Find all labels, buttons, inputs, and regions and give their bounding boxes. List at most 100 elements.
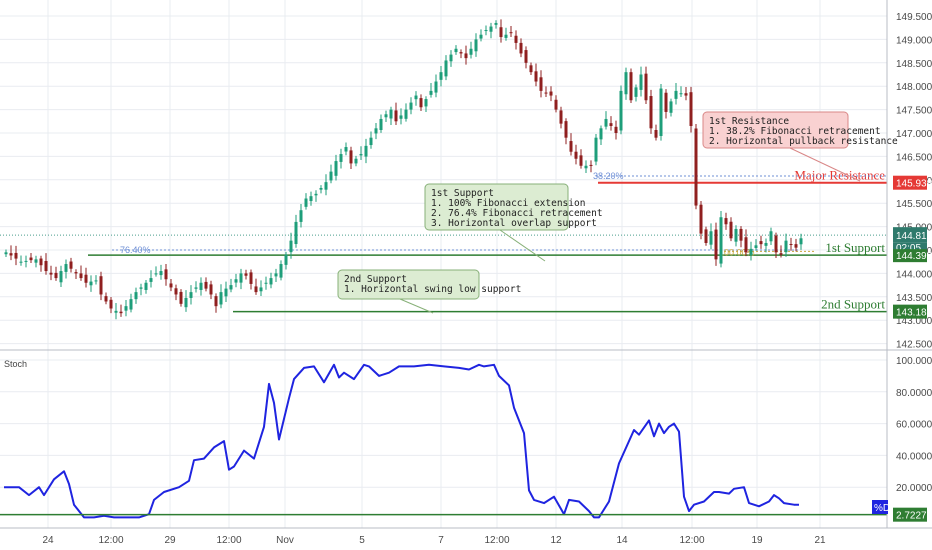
candle-body bbox=[354, 158, 358, 164]
stoch-tick: 80.0000 bbox=[896, 388, 932, 399]
support2-badge: 143.183 bbox=[893, 304, 932, 319]
candle-body bbox=[474, 39, 478, 52]
price-tick: 143.000 bbox=[896, 316, 932, 327]
support1-note-line: 1st Support bbox=[431, 188, 494, 199]
candle-body bbox=[389, 109, 393, 119]
candle-body bbox=[369, 137, 373, 146]
candle-body bbox=[454, 48, 458, 53]
resistance-badge-bg bbox=[893, 175, 927, 190]
candle-body bbox=[564, 121, 568, 138]
candle-body bbox=[784, 240, 788, 253]
support2-badge-bg bbox=[893, 304, 927, 319]
stoch-tick: 40.0000 bbox=[896, 451, 932, 462]
candle-body bbox=[379, 118, 383, 131]
price-tick: 148.500 bbox=[896, 59, 932, 70]
time-tick: 12:00 bbox=[679, 535, 704, 546]
price-levels: Major Resistance 1st Support 2nd Support 38… bbox=[0, 168, 887, 313]
candle-body bbox=[254, 286, 258, 293]
candle-body bbox=[274, 273, 278, 277]
candle-body bbox=[729, 221, 733, 239]
resistance-badge-text: 145.938 bbox=[896, 179, 932, 190]
candle-body bbox=[194, 287, 198, 289]
grid bbox=[0, 0, 887, 528]
candle-body bbox=[649, 96, 653, 129]
candle-body bbox=[749, 248, 753, 255]
price-tick: 149.500 bbox=[896, 12, 932, 23]
candle-body bbox=[759, 241, 763, 245]
candle-body bbox=[684, 93, 688, 96]
candle-body bbox=[724, 218, 728, 225]
current-price-badge-text: 144.817 bbox=[896, 231, 932, 242]
candle-body bbox=[414, 95, 418, 100]
candle-body bbox=[94, 280, 98, 282]
candle-body bbox=[419, 98, 423, 108]
candle-body bbox=[609, 123, 613, 126]
support2-label: 2nd Support bbox=[821, 297, 885, 312]
candle-body bbox=[74, 272, 78, 274]
candle-body bbox=[734, 228, 738, 242]
candle-body bbox=[149, 278, 153, 282]
candle-body bbox=[499, 27, 503, 38]
candle-body bbox=[59, 271, 63, 283]
candle-body bbox=[764, 242, 768, 246]
candle-body bbox=[324, 182, 328, 190]
time-tick: 24 bbox=[42, 535, 54, 546]
candle-body bbox=[84, 274, 88, 283]
support1-note-line: 3. Horizontal overlap support bbox=[431, 218, 597, 229]
resistance-note-pointer bbox=[789, 147, 861, 182]
candle-body bbox=[69, 261, 73, 269]
candle-body bbox=[364, 145, 368, 157]
stoch-series-label: %D bbox=[874, 503, 890, 514]
candle-body bbox=[434, 81, 438, 93]
candle-body bbox=[514, 35, 518, 43]
candle-body bbox=[469, 48, 473, 55]
price-tick: 147.000 bbox=[896, 129, 932, 140]
resistance-badge: 145.938 bbox=[893, 175, 932, 190]
candle-body bbox=[89, 281, 93, 286]
candle-body bbox=[399, 115, 403, 119]
candle-body bbox=[579, 155, 583, 166]
current-price-badge-bg bbox=[893, 227, 927, 243]
support1-badge: 144.392 bbox=[893, 249, 932, 263]
candle-body bbox=[429, 90, 433, 95]
candle-body bbox=[634, 87, 638, 97]
candle-body bbox=[264, 282, 268, 284]
candle-body bbox=[14, 252, 18, 259]
candle-body bbox=[504, 34, 508, 38]
stoch-pane: Stoch bbox=[0, 359, 887, 519]
time-tick: Nov bbox=[276, 535, 294, 546]
resistance-note-line: 2. Horizontal pullback resistance bbox=[709, 136, 898, 147]
candles bbox=[4, 19, 803, 320]
candle-body bbox=[409, 102, 413, 110]
price-tick: 144.000 bbox=[896, 269, 932, 280]
support1-note-line: 2. 76.4% Fibonacci retracement bbox=[431, 208, 603, 219]
stoch-tick: 60.0000 bbox=[896, 420, 932, 431]
candle-body bbox=[344, 147, 348, 152]
candle-body bbox=[44, 260, 48, 272]
candle-body bbox=[284, 254, 288, 265]
support1-note-pointer bbox=[499, 229, 546, 262]
candle-body bbox=[619, 90, 623, 131]
candle-body bbox=[199, 282, 203, 290]
candle-body bbox=[714, 229, 718, 260]
time-tick: 12:00 bbox=[484, 535, 509, 546]
support2-note-box bbox=[337, 269, 480, 300]
candle-body bbox=[754, 245, 758, 248]
time-tick: 12 bbox=[550, 535, 562, 546]
time-tick: 29 bbox=[164, 535, 176, 546]
candle-body bbox=[574, 151, 578, 159]
stoch-title: Stoch bbox=[4, 359, 27, 369]
candle-body bbox=[339, 154, 343, 162]
candle-body bbox=[769, 231, 773, 242]
candle-body bbox=[679, 93, 683, 95]
support2-note-pointer bbox=[399, 298, 434, 314]
candle-body bbox=[664, 92, 668, 112]
candle-body bbox=[209, 284, 213, 295]
candle-body bbox=[114, 310, 118, 313]
candle-body bbox=[214, 296, 218, 307]
support2-badge-text: 143.183 bbox=[896, 308, 932, 319]
price-tick: 147.500 bbox=[896, 106, 932, 117]
